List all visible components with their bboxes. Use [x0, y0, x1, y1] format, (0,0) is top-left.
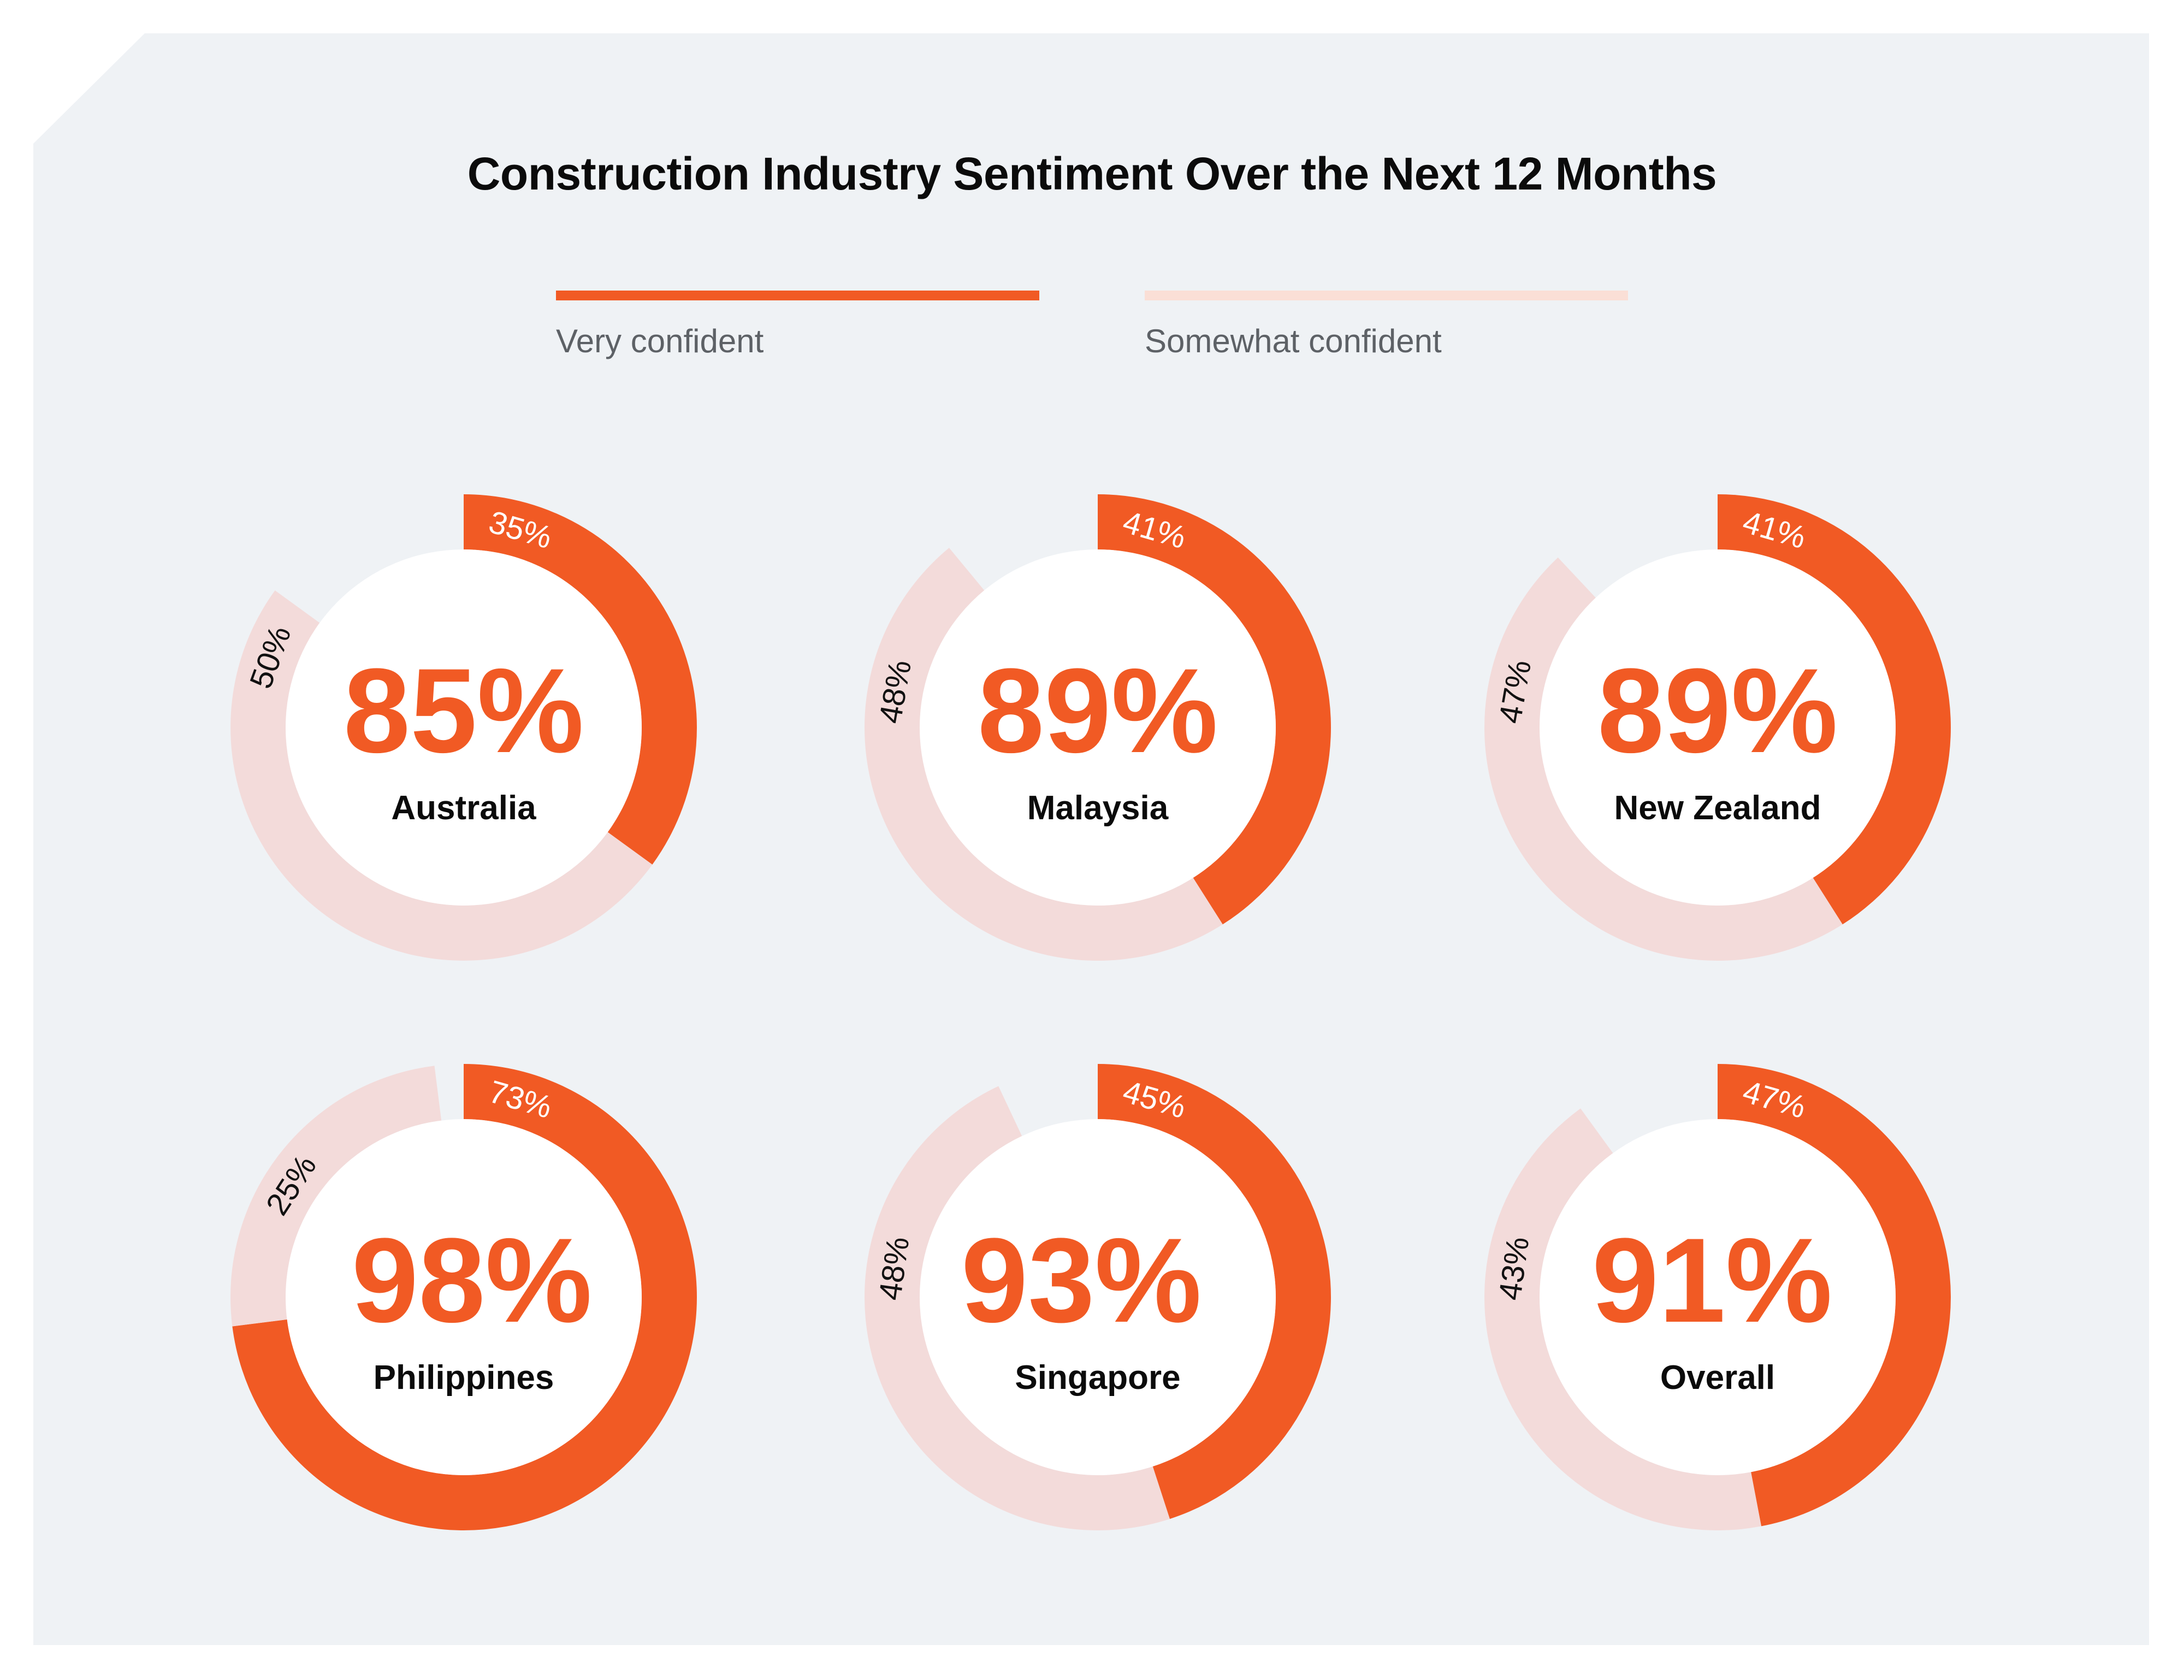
donut-center-australia: [286, 549, 642, 906]
legend-swatch-very-confident: [556, 291, 1039, 300]
arc-somewhat-confident-new-zealand: [1484, 557, 1843, 961]
donut-overall: 47%43% 91%Overall: [1484, 1064, 1951, 1531]
donut-center-overall: [1540, 1119, 1896, 1475]
country-philippines: Philippines: [374, 1359, 554, 1397]
arc-somewhat-confident-australia: [230, 590, 653, 961]
country-singapore: Singapore: [1015, 1359, 1180, 1397]
total-malaysia: 89%: [978, 643, 1218, 778]
donut-new-zealand: 41%47% 89%New Zealand: [1484, 494, 1951, 961]
country-overall: Overall: [1660, 1359, 1775, 1397]
country-malaysia: Malaysia: [1027, 789, 1169, 827]
chart-title: Construction Industry Sentiment Over the…: [467, 148, 1717, 199]
donut-singapore: 45%48% 93%Singapore: [865, 1064, 1331, 1530]
total-singapore: 93%: [961, 1213, 1202, 1347]
donut-center-new-zealand: [1540, 549, 1896, 906]
arc-very-confident-overall: [1718, 1064, 1951, 1527]
total-australia: 85%: [344, 643, 584, 778]
total-overall: 91%: [1592, 1213, 1832, 1347]
legend-label-somewhat-confident: Somewhat confident: [1145, 323, 1442, 359]
arc-very-confident-malaysia: [1098, 494, 1331, 925]
arc-somewhat-confident-malaysia: [864, 547, 1223, 961]
donut-center-malaysia: [920, 549, 1276, 906]
total-new-zealand: 89%: [1597, 643, 1838, 778]
label-somewhat-confident-overall: 43%: [1492, 1235, 1536, 1303]
donut-malaysia: 41%48% 89%Malaysia: [864, 494, 1331, 961]
arc-somewhat-confident-singapore: [865, 1086, 1170, 1530]
country-new-zealand: New Zealand: [1614, 789, 1821, 827]
arc-somewhat-confident-overall: [1484, 1108, 1762, 1531]
total-philippines: 98%: [352, 1213, 592, 1347]
arc-very-confident-singapore: [1098, 1064, 1331, 1519]
legend-swatch-somewhat-confident: [1145, 291, 1628, 300]
legend-label-very-confident: Very confident: [556, 323, 764, 359]
arc-somewhat-confident-philippines: [230, 1066, 442, 1327]
donut-center-philippines: [286, 1119, 642, 1475]
country-australia: Australia: [391, 789, 536, 827]
label-somewhat-confident-singapore: 48%: [872, 1235, 916, 1303]
arc-very-confident-australia: [464, 494, 697, 865]
donut-australia: 35%50% 85%Australia: [230, 494, 697, 961]
arc-very-confident-new-zealand: [1718, 494, 1951, 925]
donut-philippines: 73%25%98%Philippines: [230, 1064, 697, 1530]
donut-center-singapore: [920, 1119, 1276, 1475]
